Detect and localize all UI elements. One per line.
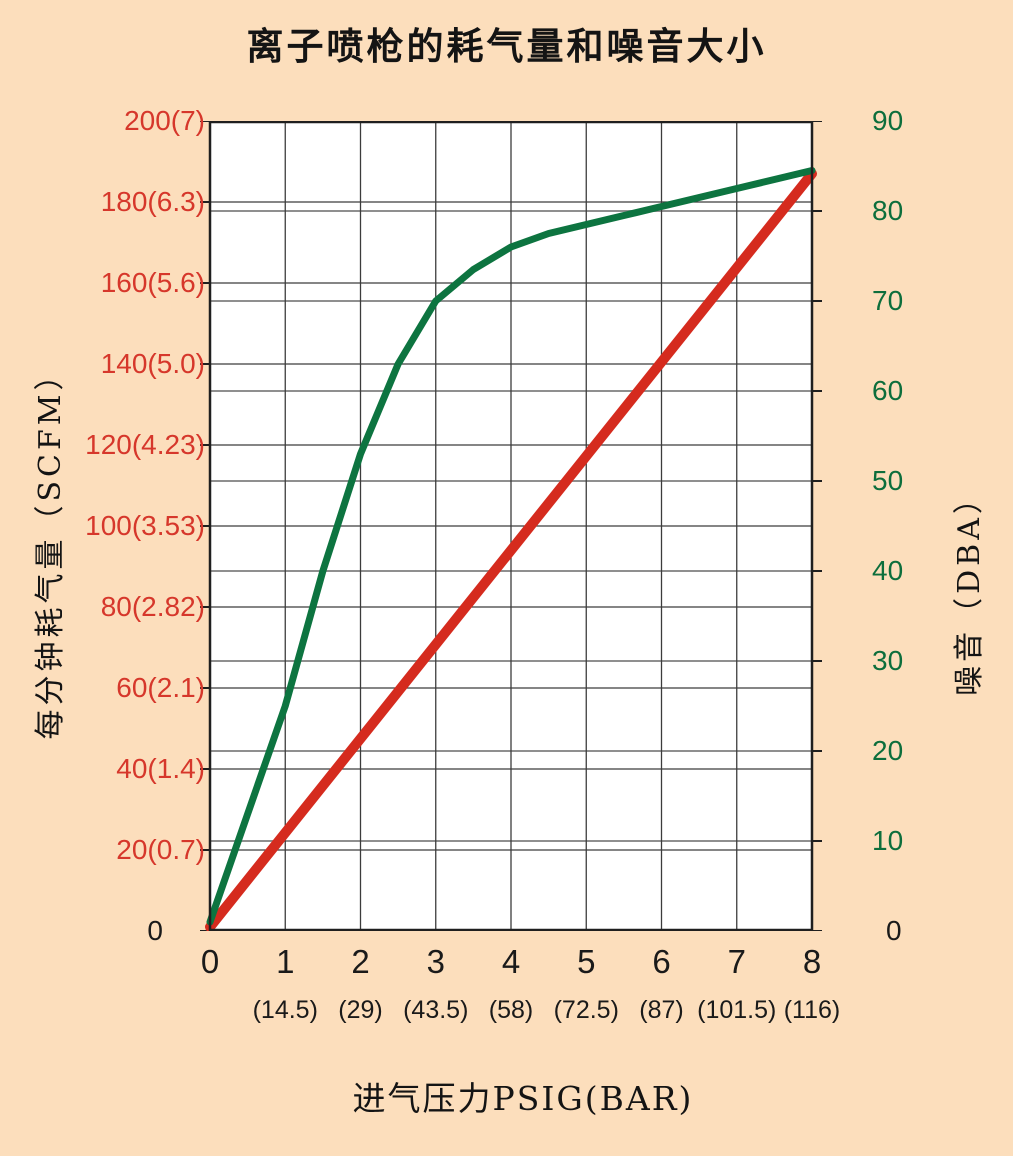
x-axis-sub-tick: (87) — [639, 996, 684, 1024]
x-axis-sub-tick: (101.5) — [697, 996, 777, 1024]
x-axis-tick: 6 — [652, 943, 671, 980]
right-axis-tick: 10 — [872, 825, 904, 856]
right-axis-tick: 0 — [886, 915, 902, 946]
plot-border — [208, 121, 814, 931]
x-axis-sub-tick: (58) — [488, 996, 534, 1024]
left-axis-tick: 160(5.6) — [100, 267, 205, 298]
right-axis-tick: 80 — [872, 195, 904, 226]
x-axis-tick: 7 — [727, 943, 746, 980]
right-axis-tick: 30 — [872, 645, 904, 676]
left-axis-tick: 140(5.0) — [100, 348, 205, 379]
left-axis-tick: 80(2.82) — [100, 591, 205, 622]
plot-area — [200, 121, 822, 931]
x-axis-title: 进气压力PSIG(BAR) — [352, 1079, 694, 1118]
x-axis-tick: 5 — [577, 943, 596, 980]
air-consumption-line — [205, 168, 817, 931]
x-axis-tick: 1 — [276, 943, 295, 980]
left-axis-tick: 100(3.53) — [85, 510, 205, 541]
right-axis-tick: 90 — [872, 105, 904, 136]
noise-curve — [206, 167, 816, 926]
x-axis-sub-tick: (116) — [783, 996, 841, 1024]
x-axis-sub-tick: (72.5) — [553, 996, 619, 1024]
x-axis-tick: 8 — [802, 943, 822, 980]
x-axis-sub-tick: (43.5) — [403, 996, 469, 1024]
right-axis-title: 噪音（DBA） — [952, 480, 987, 696]
left-axis-tick: 180(6.3) — [100, 186, 205, 217]
x-axis-sub-tick: (14.5) — [252, 996, 318, 1024]
left-axis-tick: 0 — [147, 915, 163, 946]
left-axis-tick: 200(7) — [124, 105, 205, 136]
right-axis-tick: 40 — [872, 555, 904, 586]
left-axis-tick: 40(1.4) — [116, 753, 205, 784]
x-axis-tick: 2 — [351, 943, 370, 980]
left-axis-tick: 120(4.23) — [85, 429, 205, 460]
right-axis-tick: 50 — [872, 465, 904, 496]
right-axis-tick: 70 — [872, 285, 904, 316]
x-axis-tick: 4 — [501, 943, 521, 980]
x-axis-sub-tick: (29) — [338, 996, 383, 1024]
right-axis-tick: 60 — [872, 375, 904, 406]
x-axis-tick: 3 — [426, 943, 445, 980]
left-axis-tick: 20(0.7) — [116, 834, 205, 865]
right-axis-tick: 20 — [872, 735, 904, 766]
left-axis-tick: 60(2.1) — [116, 672, 205, 703]
chart-title: 离子喷枪的耗气量和噪音大小 — [246, 24, 767, 68]
x-axis-tick: 0 — [200, 943, 220, 980]
